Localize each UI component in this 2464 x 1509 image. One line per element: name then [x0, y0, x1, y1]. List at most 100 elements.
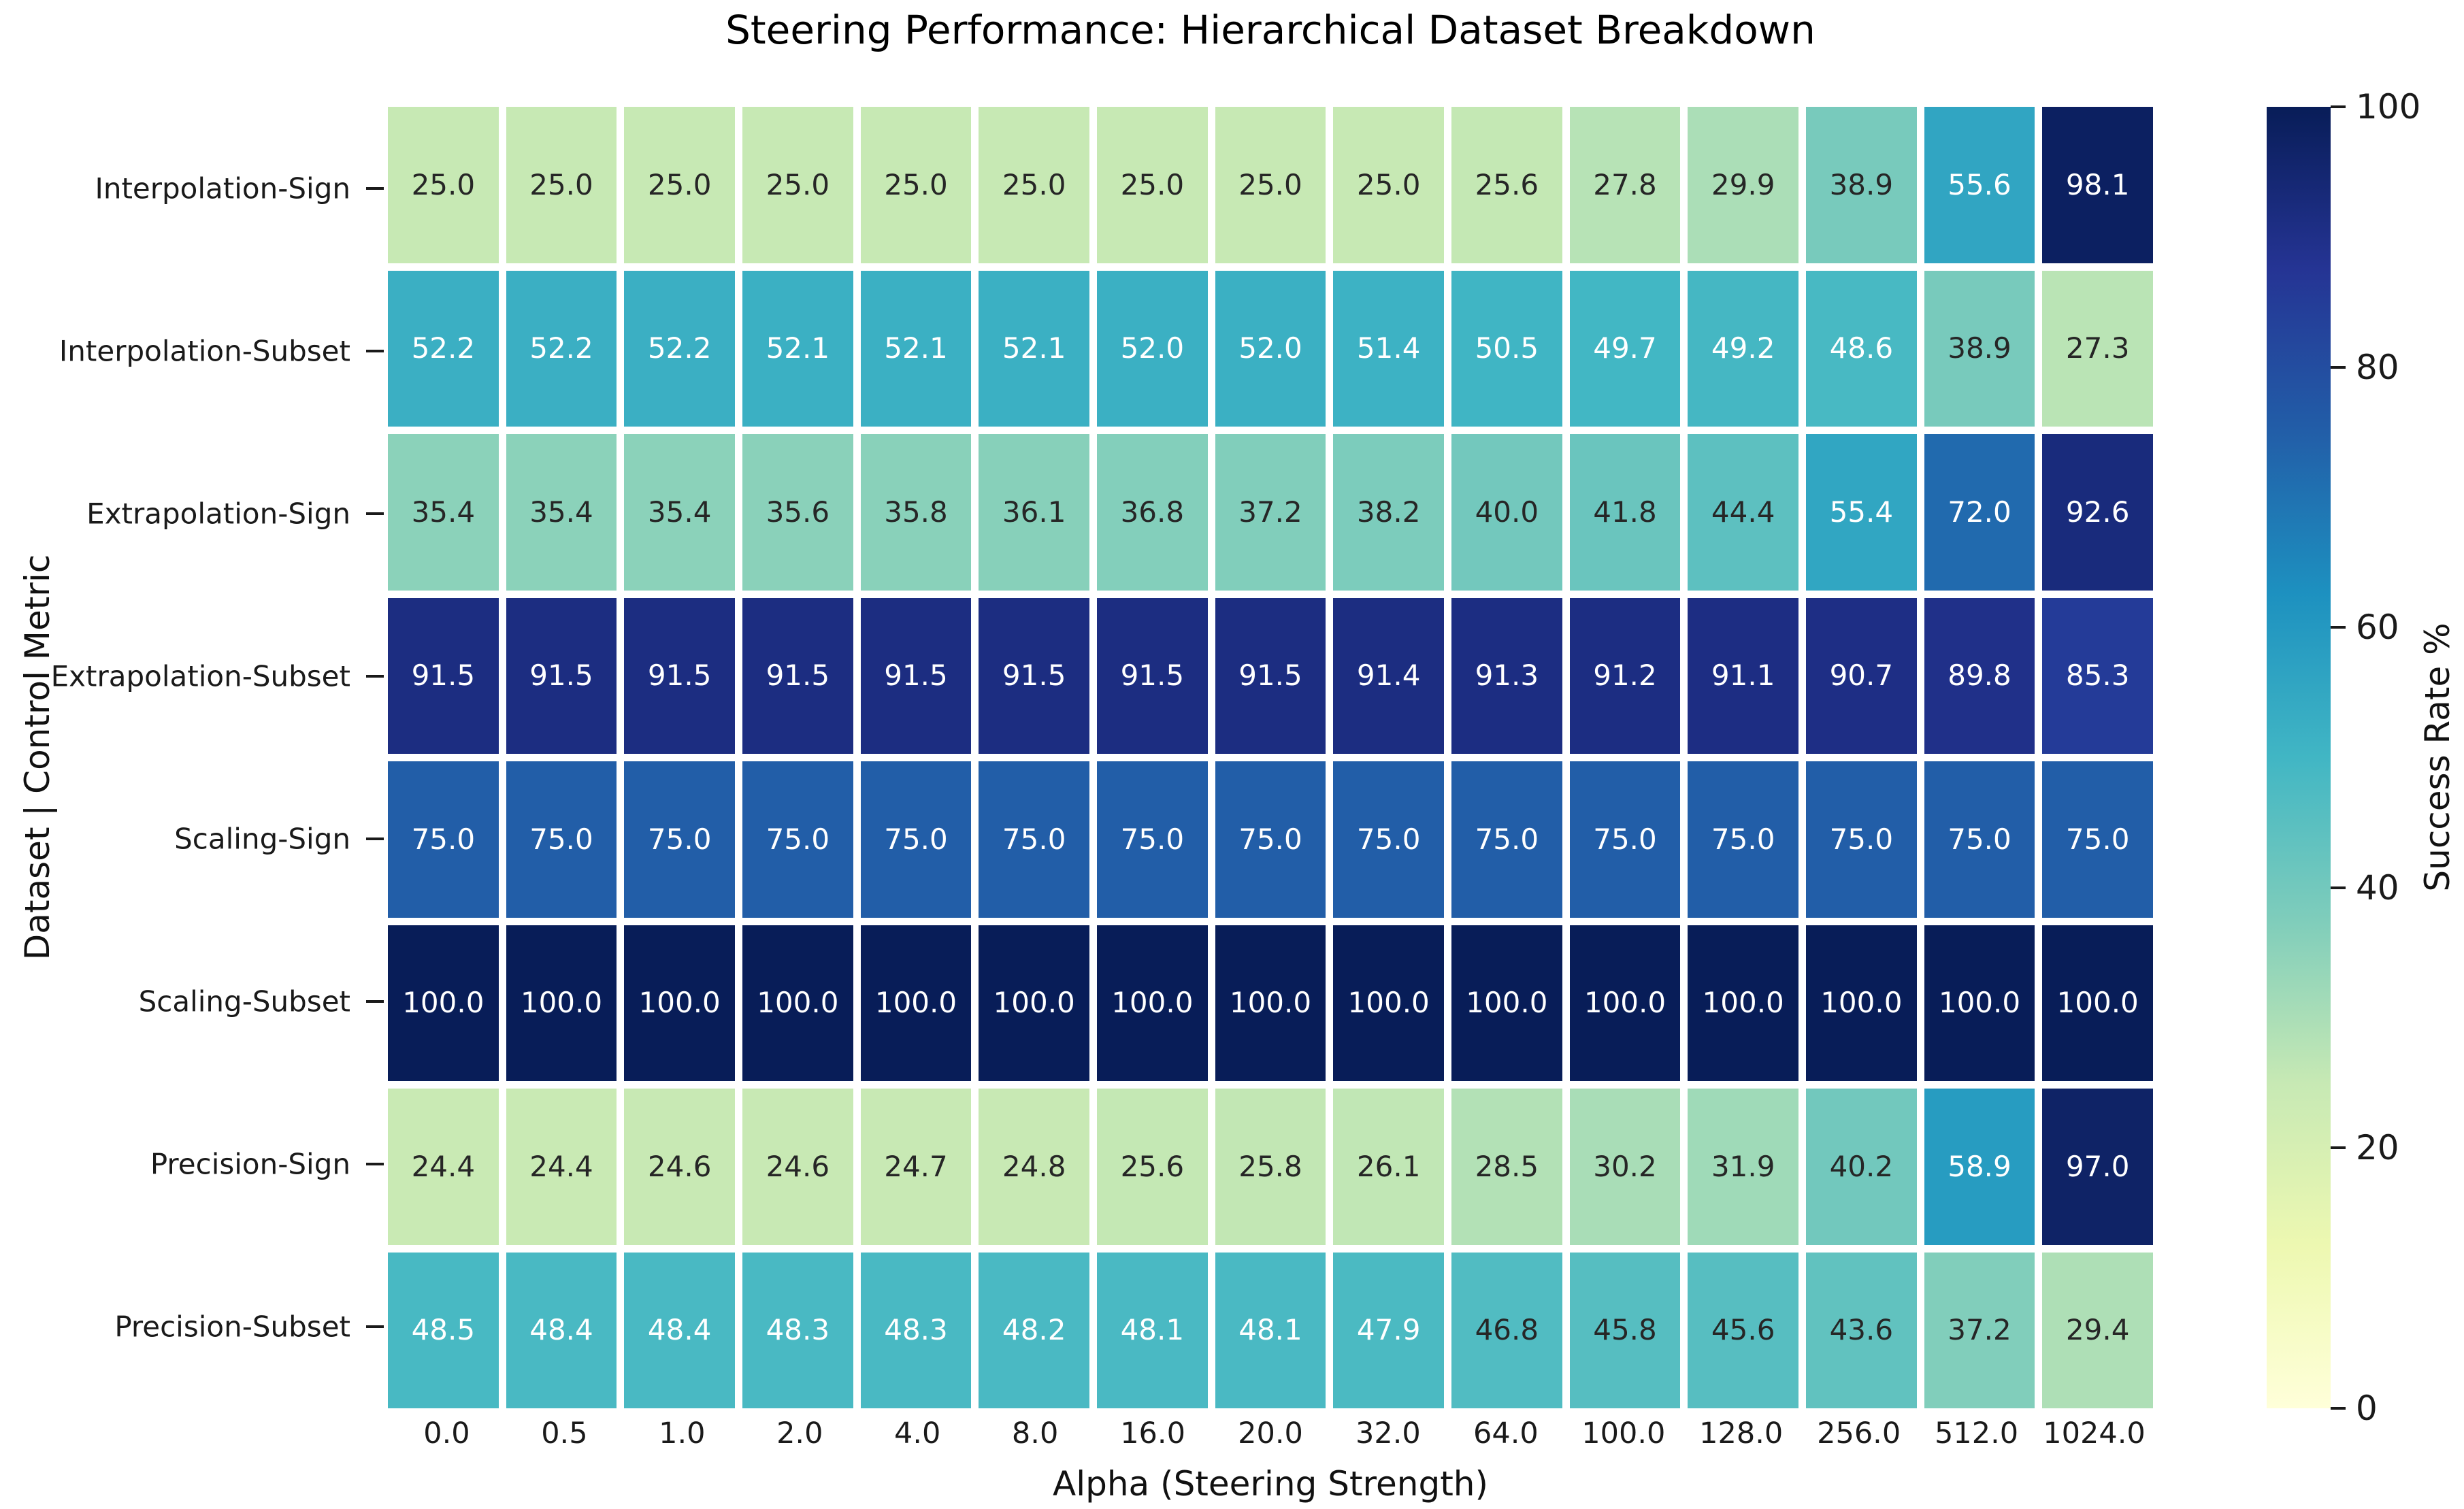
heatmap-cell: 48.6	[1806, 270, 1917, 427]
heatmap-cell: 97.0	[2042, 1089, 2153, 1245]
heatmap-cell: 25.0	[1333, 107, 1444, 263]
colorbar-tick-label: 0	[2356, 1389, 2378, 1428]
y-tick-label: Interpolation-Sign	[95, 171, 350, 205]
x-tick-label: 256.0	[1817, 1416, 1901, 1450]
x-tick-label: 1.0	[659, 1416, 706, 1450]
y-tick-label: Precision-Sign	[150, 1147, 350, 1181]
heatmap-cell: 75.0	[388, 761, 499, 918]
heatmap-cell: 48.2	[979, 1252, 1089, 1408]
heatmap-cell: 45.6	[1688, 1252, 1798, 1408]
heatmap-cell: 58.9	[1924, 1089, 2035, 1245]
heatmap-cell: 29.9	[1688, 107, 1798, 263]
heatmap-cell: 91.5	[1215, 597, 1326, 754]
heatmap-cell: 55.6	[1924, 107, 2035, 263]
heatmap-cell: 24.6	[742, 1089, 853, 1245]
heatmap-cell: 35.4	[506, 434, 617, 591]
x-tick-label: 8.0	[1011, 1416, 1059, 1450]
heatmap-cell: 25.0	[979, 107, 1089, 263]
colorbar-label: Success Rate %	[2418, 623, 2457, 892]
x-tick-label: 20.0	[1238, 1416, 1303, 1450]
heatmap-cell: 52.1	[860, 270, 972, 427]
heatmap-cell: 52.2	[506, 270, 617, 427]
heatmap-cell: 55.4	[1806, 434, 1917, 591]
heatmap-cell: 75.0	[742, 761, 853, 918]
heatmap-cell: 30.2	[1569, 1089, 1681, 1245]
heatmap-cell: 48.3	[860, 1252, 972, 1408]
heatmap-grid: 25.0 25.0 25.0 25.0 25.0 25.0 25.0 25.0 25.0 25.6…	[388, 107, 2153, 1408]
heatmap-cell: 35.4	[388, 434, 499, 591]
heatmap-cell: 25.0	[624, 107, 735, 263]
heatmap-cell: 43.6	[1806, 1252, 1917, 1408]
heatmap-cell: 52.2	[624, 270, 735, 427]
heatmap-cell: 37.2	[1924, 1252, 2035, 1408]
heatmap-cell: 38.9	[1806, 107, 1917, 263]
heatmap-cell: 25.0	[1215, 107, 1326, 263]
y-tick-label: Scaling-Sign	[174, 822, 350, 856]
heatmap-cell: 75.0	[1333, 761, 1444, 918]
y-tick-mark	[366, 674, 384, 678]
x-tick-label: 512.0	[1935, 1416, 2019, 1450]
heatmap-cell: 75.0	[2042, 761, 2153, 918]
heatmap-cell: 91.3	[1451, 597, 1562, 754]
heatmap-cell: 52.0	[1215, 270, 1326, 427]
heatmap-cell: 91.5	[388, 597, 499, 754]
heatmap-cell: 24.6	[624, 1089, 735, 1245]
heatmap-cell: 75.0	[624, 761, 735, 918]
heatmap-cell: 100.0	[506, 925, 617, 1081]
heatmap-cell: 75.0	[1097, 761, 1208, 918]
x-tick-label: 0.5	[541, 1416, 588, 1450]
heatmap-cell: 75.0	[1924, 761, 2035, 918]
x-tick-label: 1024.0	[2043, 1416, 2146, 1450]
x-tick-label: 64.0	[1473, 1416, 1539, 1450]
heatmap-cell: 100.0	[742, 925, 853, 1081]
heatmap-cell: 25.8	[1215, 1089, 1326, 1245]
heatmap-cell: 75.0	[1451, 761, 1562, 918]
heatmap-cell: 91.5	[860, 597, 972, 754]
heatmap-cell: 100.0	[860, 925, 972, 1081]
heatmap-cell: 98.1	[2042, 107, 2153, 263]
y-tick-label: Extrapolation-Sign	[86, 497, 350, 531]
heatmap-cell: 72.0	[1924, 434, 2035, 591]
heatmap-cell: 48.3	[742, 1252, 853, 1408]
heatmap-cell: 24.4	[388, 1089, 499, 1245]
y-tick-label: Precision-Subset	[114, 1310, 350, 1344]
colorbar-gradient	[2267, 107, 2331, 1408]
heatmap-cell: 75.0	[860, 761, 972, 918]
heatmap-cell: 85.3	[2042, 597, 2153, 754]
heatmap-cell: 25.6	[1451, 107, 1562, 263]
heatmap-cell: 75.0	[1806, 761, 1917, 918]
y-tick-mark	[366, 186, 384, 190]
heatmap-cell: 24.4	[506, 1089, 617, 1245]
heatmap-cell: 100.0	[2042, 925, 2153, 1081]
heatmap-cell: 100.0	[979, 925, 1089, 1081]
heatmap-cell: 75.0	[1569, 761, 1681, 918]
heatmap-cell: 51.4	[1333, 270, 1444, 427]
heatmap-cell: 91.4	[1333, 597, 1444, 754]
heatmap-cell: 25.0	[1097, 107, 1208, 263]
heatmap-cell: 26.1	[1333, 1089, 1444, 1245]
heatmap-cell: 52.2	[388, 270, 499, 427]
heatmap-cell: 100.0	[1451, 925, 1562, 1081]
heatmap-cell: 48.4	[506, 1252, 617, 1408]
heatmap-cell: 49.7	[1569, 270, 1681, 427]
heatmap-cell: 35.4	[624, 434, 735, 591]
chart-title: Steering Performance: Hierarchical Datas…	[725, 7, 1816, 53]
heatmap-cell: 48.4	[624, 1252, 735, 1408]
heatmap-cell: 100.0	[624, 925, 735, 1081]
colorbar-tick-label: 100	[2356, 87, 2421, 127]
heatmap-cell: 100.0	[1806, 925, 1917, 1081]
heatmap-cell: 91.5	[979, 597, 1089, 754]
heatmap-cell: 27.8	[1569, 107, 1681, 263]
y-tick-marks	[366, 107, 384, 1408]
heatmap-cell: 25.0	[860, 107, 972, 263]
heatmap-cell: 36.8	[1097, 434, 1208, 591]
heatmap-cell: 91.5	[1097, 597, 1208, 754]
heatmap-cell: 38.9	[1924, 270, 2035, 427]
heatmap-cell: 29.4	[2042, 1252, 2153, 1408]
heatmap-cell: 45.8	[1569, 1252, 1681, 1408]
y-tick-mark	[366, 838, 384, 841]
heatmap-cell: 40.2	[1806, 1089, 1917, 1245]
x-tick-labels: 0.0 0.5 1.0 2.0 4.0 8.0 16.0 20.0 32.0 64.0 100.0 1…	[388, 1416, 2153, 1457]
heatmap-cell: 100.0	[1569, 925, 1681, 1081]
heatmap-cell: 46.8	[1451, 1252, 1562, 1408]
